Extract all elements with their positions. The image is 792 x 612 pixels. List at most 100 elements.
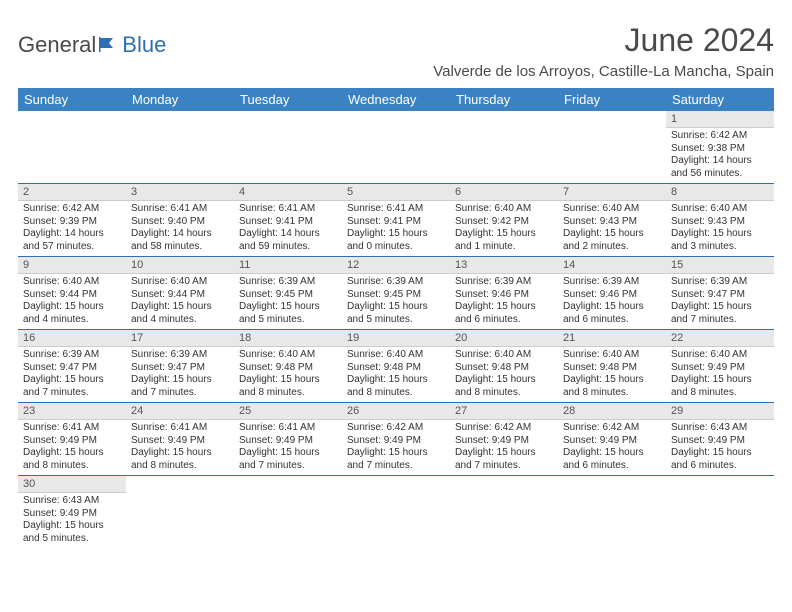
day-details: Sunrise: 6:42 AMSunset: 9:39 PMDaylight:… [18, 201, 126, 256]
day-number: 12 [342, 257, 450, 274]
daylight-text: Daylight: 14 hours and 58 minutes. [131, 228, 229, 253]
daylight-text: Daylight: 15 hours and 5 minutes. [347, 301, 445, 326]
dayhead-tue: Tuesday [234, 88, 342, 111]
sunrise-text: Sunrise: 6:41 AM [347, 203, 445, 216]
daylight-text: Daylight: 15 hours and 7 minutes. [455, 447, 553, 472]
day-number: 10 [126, 257, 234, 274]
calendar-cell: 21Sunrise: 6:40 AMSunset: 9:48 PMDayligh… [558, 330, 666, 403]
sunset-text: Sunset: 9:48 PM [239, 362, 337, 375]
day-number: 21 [558, 330, 666, 347]
sunset-text: Sunset: 9:44 PM [23, 289, 121, 302]
daylight-text: Daylight: 15 hours and 8 minutes. [131, 447, 229, 472]
day-number: 14 [558, 257, 666, 274]
day-number: 8 [666, 184, 774, 201]
day-details: Sunrise: 6:40 AMSunset: 9:44 PMDaylight:… [126, 274, 234, 329]
sunrise-text: Sunrise: 6:40 AM [455, 203, 553, 216]
day-number: 27 [450, 403, 558, 420]
day-number: 1 [666, 111, 774, 128]
sunrise-text: Sunrise: 6:39 AM [131, 349, 229, 362]
sunset-text: Sunset: 9:49 PM [455, 435, 553, 448]
daylight-text: Daylight: 15 hours and 5 minutes. [239, 301, 337, 326]
calendar-cell: 5Sunrise: 6:41 AMSunset: 9:41 PMDaylight… [342, 184, 450, 257]
sunset-text: Sunset: 9:41 PM [347, 216, 445, 229]
day-details: Sunrise: 6:40 AMSunset: 9:48 PMDaylight:… [234, 347, 342, 402]
header: GeneralBlue June 2024 Valverde de los Ar… [18, 22, 774, 86]
sunrise-text: Sunrise: 6:40 AM [563, 349, 661, 362]
calendar-cell: 18Sunrise: 6:40 AMSunset: 9:48 PMDayligh… [234, 330, 342, 403]
calendar-cell: 30Sunrise: 6:43 AMSunset: 9:49 PMDayligh… [18, 476, 126, 549]
logo: GeneralBlue [18, 22, 166, 58]
sunrise-text: Sunrise: 6:40 AM [347, 349, 445, 362]
sunset-text: Sunset: 9:46 PM [455, 289, 553, 302]
calendar-cell [342, 111, 450, 184]
calendar-row: 30Sunrise: 6:43 AMSunset: 9:49 PMDayligh… [18, 476, 774, 549]
day-number: 26 [342, 403, 450, 420]
dayhead-mon: Monday [126, 88, 234, 111]
calendar-cell [342, 476, 450, 549]
sunrise-text: Sunrise: 6:40 AM [563, 203, 661, 216]
day-details: Sunrise: 6:39 AMSunset: 9:45 PMDaylight:… [234, 274, 342, 329]
sunrise-text: Sunrise: 6:40 AM [239, 349, 337, 362]
day-details: Sunrise: 6:43 AMSunset: 9:49 PMDaylight:… [18, 493, 126, 548]
calendar-cell [558, 476, 666, 549]
sunset-text: Sunset: 9:49 PM [131, 435, 229, 448]
daylight-text: Daylight: 15 hours and 7 minutes. [239, 447, 337, 472]
day-number: 13 [450, 257, 558, 274]
calendar-cell: 24Sunrise: 6:41 AMSunset: 9:49 PMDayligh… [126, 403, 234, 476]
calendar-cell [126, 476, 234, 549]
daylight-text: Daylight: 15 hours and 6 minutes. [671, 447, 769, 472]
day-details: Sunrise: 6:39 AMSunset: 9:46 PMDaylight:… [450, 274, 558, 329]
calendar-cell: 8Sunrise: 6:40 AMSunset: 9:43 PMDaylight… [666, 184, 774, 257]
sunset-text: Sunset: 9:49 PM [347, 435, 445, 448]
day-number: 25 [234, 403, 342, 420]
calendar-page: GeneralBlue June 2024 Valverde de los Ar… [0, 0, 792, 548]
day-details: Sunrise: 6:41 AMSunset: 9:49 PMDaylight:… [234, 420, 342, 475]
sunset-text: Sunset: 9:49 PM [671, 362, 769, 375]
calendar-cell: 9Sunrise: 6:40 AMSunset: 9:44 PMDaylight… [18, 257, 126, 330]
daylight-text: Daylight: 15 hours and 2 minutes. [563, 228, 661, 253]
sunset-text: Sunset: 9:49 PM [671, 435, 769, 448]
calendar-cell: 6Sunrise: 6:40 AMSunset: 9:42 PMDaylight… [450, 184, 558, 257]
day-number: 16 [18, 330, 126, 347]
calendar-cell [234, 476, 342, 549]
sunset-text: Sunset: 9:38 PM [671, 143, 769, 156]
day-details: Sunrise: 6:40 AMSunset: 9:48 PMDaylight:… [450, 347, 558, 402]
daylight-text: Daylight: 15 hours and 8 minutes. [671, 374, 769, 399]
calendar-cell: 4Sunrise: 6:41 AMSunset: 9:41 PMDaylight… [234, 184, 342, 257]
calendar-cell: 17Sunrise: 6:39 AMSunset: 9:47 PMDayligh… [126, 330, 234, 403]
day-number: 17 [126, 330, 234, 347]
sunrise-text: Sunrise: 6:41 AM [239, 422, 337, 435]
day-details: Sunrise: 6:39 AMSunset: 9:47 PMDaylight:… [666, 274, 774, 329]
day-number: 18 [234, 330, 342, 347]
day-number: 5 [342, 184, 450, 201]
day-number: 30 [18, 476, 126, 493]
sunrise-text: Sunrise: 6:40 AM [23, 276, 121, 289]
day-details: Sunrise: 6:42 AMSunset: 9:49 PMDaylight:… [450, 420, 558, 475]
calendar-cell: 3Sunrise: 6:41 AMSunset: 9:40 PMDaylight… [126, 184, 234, 257]
calendar-head: Sunday Monday Tuesday Wednesday Thursday… [18, 88, 774, 111]
sunrise-text: Sunrise: 6:43 AM [23, 495, 121, 508]
calendar-cell [450, 111, 558, 184]
day-number: 28 [558, 403, 666, 420]
day-details: Sunrise: 6:42 AMSunset: 9:49 PMDaylight:… [342, 420, 450, 475]
brand-part2: Blue [122, 32, 166, 58]
daylight-text: Daylight: 15 hours and 8 minutes. [347, 374, 445, 399]
calendar-cell [558, 111, 666, 184]
daylight-text: Daylight: 15 hours and 7 minutes. [671, 301, 769, 326]
calendar-cell: 14Sunrise: 6:39 AMSunset: 9:46 PMDayligh… [558, 257, 666, 330]
day-details: Sunrise: 6:40 AMSunset: 9:44 PMDaylight:… [18, 274, 126, 329]
sunrise-text: Sunrise: 6:42 AM [23, 203, 121, 216]
calendar-cell [126, 111, 234, 184]
calendar-cell: 27Sunrise: 6:42 AMSunset: 9:49 PMDayligh… [450, 403, 558, 476]
sunset-text: Sunset: 9:43 PM [671, 216, 769, 229]
calendar-cell: 15Sunrise: 6:39 AMSunset: 9:47 PMDayligh… [666, 257, 774, 330]
sunset-text: Sunset: 9:40 PM [131, 216, 229, 229]
sunrise-text: Sunrise: 6:39 AM [455, 276, 553, 289]
calendar-cell: 29Sunrise: 6:43 AMSunset: 9:49 PMDayligh… [666, 403, 774, 476]
sunrise-text: Sunrise: 6:42 AM [563, 422, 661, 435]
calendar-cell: 12Sunrise: 6:39 AMSunset: 9:45 PMDayligh… [342, 257, 450, 330]
daylight-text: Daylight: 14 hours and 59 minutes. [239, 228, 337, 253]
flag-icon [99, 32, 119, 58]
day-details: Sunrise: 6:40 AMSunset: 9:42 PMDaylight:… [450, 201, 558, 256]
calendar-row: 9Sunrise: 6:40 AMSunset: 9:44 PMDaylight… [18, 257, 774, 330]
